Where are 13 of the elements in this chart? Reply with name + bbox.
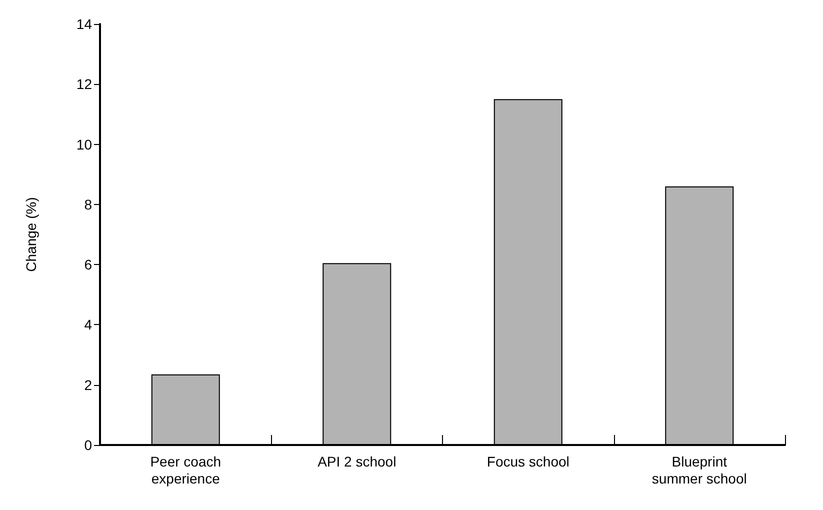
y-tick-label: 14 (76, 16, 92, 32)
y-tick-label: 10 (76, 136, 92, 152)
y-tick-label: 2 (84, 376, 92, 393)
y-tick-label: 0 (84, 437, 92, 453)
y-tick-label: 6 (84, 256, 92, 273)
y-tick-label: 4 (84, 316, 92, 333)
y-tick-label: 12 (76, 76, 92, 92)
y-tick-label: 8 (84, 196, 92, 212)
x-tick-label: Blueprint summer school (652, 454, 747, 486)
x-tick-label: Peer coach experience (150, 454, 222, 486)
y-axis-title: Change (%) (23, 197, 39, 272)
x-tick-label: Focus school (486, 454, 570, 470)
x-tick-label: API 2 school (318, 454, 396, 470)
